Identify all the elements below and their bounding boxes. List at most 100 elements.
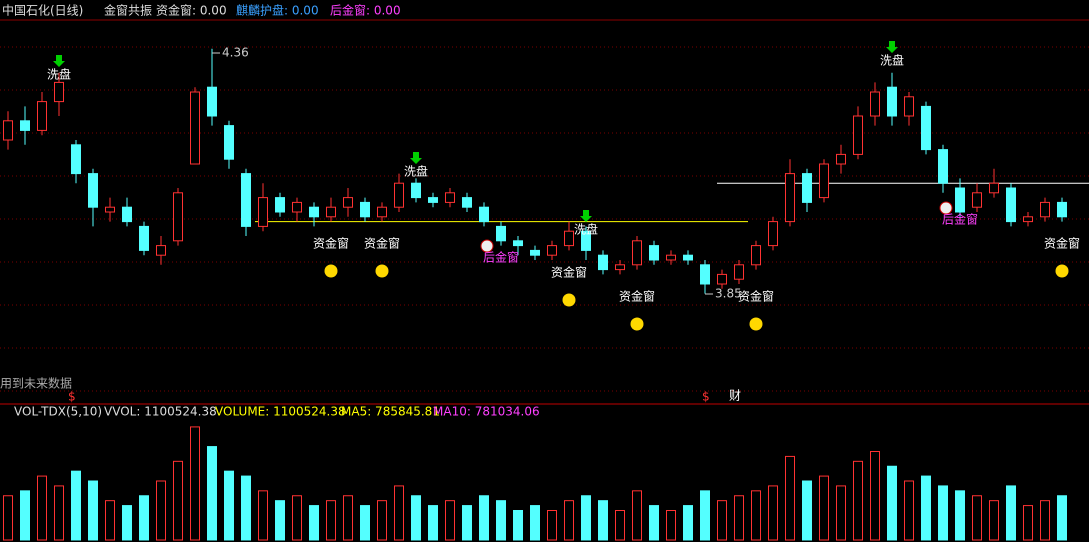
annotation: 洗盘 bbox=[574, 222, 598, 237]
candle-body bbox=[343, 197, 353, 208]
candle-body bbox=[1023, 216, 1033, 223]
candle-body bbox=[666, 254, 676, 261]
down-arrow bbox=[410, 152, 422, 164]
smiley bbox=[562, 293, 576, 307]
volume-bar bbox=[751, 490, 761, 541]
volume-bar bbox=[955, 490, 965, 541]
candle-body bbox=[768, 221, 778, 247]
candle-body bbox=[921, 105, 931, 151]
smiley bbox=[749, 317, 763, 331]
candle-body bbox=[190, 91, 200, 165]
marker: $ bbox=[68, 390, 76, 404]
candle-body bbox=[207, 86, 217, 117]
volume-bar bbox=[547, 510, 557, 541]
candle-body bbox=[972, 192, 982, 208]
marker[interactable]: 财 bbox=[729, 389, 741, 403]
candle-body bbox=[1006, 187, 1016, 223]
volume-bar bbox=[71, 470, 81, 541]
volume-bar bbox=[156, 480, 166, 541]
candle-body bbox=[156, 245, 166, 256]
volume-bar bbox=[462, 505, 472, 541]
candle-body bbox=[122, 206, 132, 223]
volume-bar bbox=[139, 495, 149, 541]
volume-value: MA10: 781034.06 bbox=[433, 405, 540, 419]
candle-body bbox=[581, 230, 591, 251]
candle-body bbox=[394, 182, 404, 208]
candle-body bbox=[105, 206, 115, 213]
candle-body bbox=[71, 144, 81, 175]
candle-body bbox=[496, 225, 506, 242]
candle-body bbox=[853, 115, 863, 155]
volume-indicator[interactable]: VOL-TDX(5,10) bbox=[14, 405, 102, 419]
volume-bar bbox=[870, 451, 880, 541]
candle-body bbox=[462, 197, 472, 208]
volume-bar bbox=[1040, 500, 1050, 541]
volume-bar bbox=[904, 480, 914, 541]
volume-bar bbox=[1057, 495, 1067, 541]
candle-body bbox=[734, 264, 744, 280]
volume-bar bbox=[360, 505, 370, 541]
candle-body bbox=[224, 125, 234, 160]
candle-body bbox=[54, 81, 64, 103]
candle-body bbox=[955, 187, 965, 213]
candle-body bbox=[598, 254, 608, 271]
volume-bar bbox=[513, 510, 523, 541]
volume-bar bbox=[326, 500, 336, 541]
marker: $ bbox=[702, 390, 710, 404]
volume-bar bbox=[479, 495, 489, 541]
down-arrow bbox=[886, 41, 898, 53]
volume-bar bbox=[717, 500, 727, 541]
annotation: 资金窗 bbox=[738, 289, 774, 304]
candle-body bbox=[241, 173, 251, 227]
volume-bar bbox=[938, 485, 948, 541]
candle-body bbox=[887, 86, 897, 117]
volume-bar bbox=[275, 500, 285, 541]
candle-body bbox=[836, 153, 846, 165]
annotation: 洗盘 bbox=[47, 67, 71, 82]
volume-bar bbox=[615, 510, 625, 541]
candle-body bbox=[139, 225, 149, 251]
candle-body bbox=[989, 182, 999, 194]
candle-body bbox=[275, 197, 285, 213]
volume-bar bbox=[496, 500, 506, 541]
candle-body bbox=[258, 197, 268, 227]
volume-bar bbox=[734, 495, 744, 541]
candle-body bbox=[785, 173, 795, 223]
volume-bar bbox=[258, 490, 268, 541]
volume-bar bbox=[921, 475, 931, 541]
volume-bar bbox=[836, 485, 846, 541]
candle-body bbox=[445, 192, 455, 203]
smiley bbox=[630, 317, 644, 331]
down-arrow bbox=[53, 55, 65, 67]
volume-bar bbox=[20, 490, 30, 541]
candle-body bbox=[1040, 201, 1050, 218]
volume-bar bbox=[598, 500, 608, 541]
candle-body bbox=[309, 206, 319, 218]
volume-bar bbox=[37, 475, 47, 541]
indicator-name[interactable]: 金窗共振 bbox=[104, 3, 152, 18]
indicator-value: 麒麟护盘: 0.00 bbox=[236, 3, 319, 18]
candle-body bbox=[411, 182, 421, 199]
candle-body bbox=[173, 192, 183, 242]
candle-body bbox=[938, 149, 948, 184]
candle-body bbox=[377, 206, 387, 218]
note: 用到未来数据 bbox=[0, 376, 72, 391]
smiley bbox=[1055, 264, 1069, 278]
candle-body bbox=[717, 273, 727, 285]
candle-body bbox=[802, 173, 812, 203]
candle-body bbox=[700, 264, 710, 285]
volume-bar bbox=[54, 485, 64, 541]
volume-bar bbox=[632, 490, 642, 541]
volume-bar bbox=[292, 495, 302, 541]
annotation: 资金窗 bbox=[619, 289, 655, 304]
candle-body bbox=[904, 96, 914, 117]
volume-bar bbox=[649, 505, 659, 541]
candle-body bbox=[326, 206, 336, 218]
annotation: 资金窗 bbox=[313, 236, 349, 251]
smiley bbox=[375, 264, 389, 278]
annotation: 洗盘 bbox=[404, 164, 428, 179]
candle-body bbox=[513, 240, 523, 247]
volume-bar bbox=[105, 500, 115, 541]
volume-bar bbox=[972, 495, 982, 541]
